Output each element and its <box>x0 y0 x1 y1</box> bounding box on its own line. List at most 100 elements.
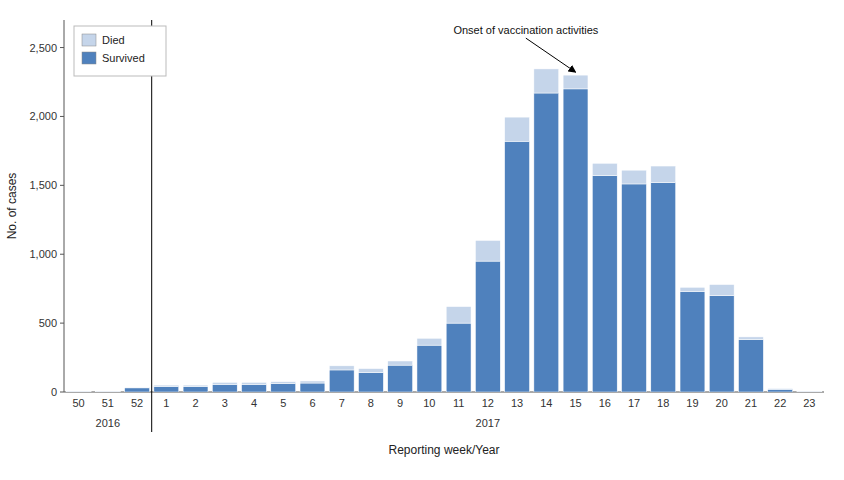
y-tick <box>60 323 64 324</box>
y-tick <box>60 185 64 186</box>
year-label: 2017 <box>476 417 500 429</box>
x-tick-label: 14 <box>540 397 552 409</box>
y-tick <box>60 254 64 255</box>
y-tick-label: 2,500 <box>29 42 57 54</box>
bar-segment <box>125 387 150 389</box>
x-tick-label: 23 <box>803 397 815 409</box>
y-axis-line <box>64 20 65 392</box>
bar-segment <box>446 323 471 392</box>
bar-segment <box>651 166 676 183</box>
x-tick-label: 50 <box>72 397 84 409</box>
bars <box>66 69 822 392</box>
bar-segment <box>183 385 208 386</box>
x-tick-label: 5 <box>280 397 286 409</box>
bar-segment <box>446 307 471 324</box>
x-tick-label: 20 <box>716 397 728 409</box>
bar-segment <box>739 337 764 340</box>
bar-segment <box>534 93 559 392</box>
bar-segment <box>271 384 296 392</box>
bar-segment <box>212 382 237 384</box>
x-tick-label: 15 <box>569 397 581 409</box>
x-tick-label: 7 <box>339 397 345 409</box>
y-tick-label: 1,000 <box>29 248 57 260</box>
bar-segment <box>417 345 442 392</box>
bar-segment <box>183 386 208 392</box>
bar-segment <box>592 176 617 392</box>
bar-segment <box>797 391 822 392</box>
bar-segment <box>388 361 413 365</box>
bar-segment <box>212 384 237 392</box>
chart: 05001,0001,5002,0002,5005051521234567891… <box>0 0 844 480</box>
x-tick-label: 4 <box>251 397 257 409</box>
bar-segment <box>475 261 500 392</box>
bar-segment <box>505 141 530 392</box>
bar-segment <box>300 383 325 392</box>
bar-segment <box>154 386 179 392</box>
x-tick-label: 13 <box>511 397 523 409</box>
legend-swatch <box>82 52 96 64</box>
y-tick <box>60 116 64 117</box>
bar-segment <box>242 384 267 392</box>
y-axis-label: No. of cases <box>5 173 19 240</box>
legend: Died Survived <box>74 26 166 76</box>
x-tick-label: 2 <box>192 397 198 409</box>
bar-segment <box>417 338 442 345</box>
bar-segment <box>125 388 150 392</box>
bar-segment <box>388 365 413 392</box>
x-axis-label: Reporting week/Year <box>389 443 500 457</box>
bar-segment <box>622 170 647 184</box>
x-tick-label: 9 <box>397 397 403 409</box>
bar-segment <box>563 89 588 392</box>
bar-segment <box>680 291 705 392</box>
bar-segment <box>709 285 734 296</box>
x-tick-label: 18 <box>657 397 669 409</box>
annotation: Onset of vaccination activities <box>453 24 598 36</box>
bar-segment <box>95 391 120 392</box>
y-tick-label: 2,000 <box>29 110 57 122</box>
bar-segment <box>242 382 267 384</box>
x-tick-label: 12 <box>482 397 494 409</box>
bar-segment <box>66 391 91 392</box>
x-tick-label: 22 <box>774 397 786 409</box>
bar-segment <box>329 370 354 392</box>
legend-swatch <box>82 34 96 46</box>
bar-segment <box>797 391 822 392</box>
year-label: 2016 <box>96 417 120 429</box>
x-tick-label: 16 <box>599 397 611 409</box>
bar-segment <box>622 184 647 392</box>
bar-segment <box>505 117 530 141</box>
year-divider <box>151 20 152 432</box>
legend-label: Survived <box>102 52 145 64</box>
bar-segment <box>66 391 91 392</box>
bar-segment <box>563 75 588 89</box>
bar-segment <box>329 366 354 370</box>
y-tick-label: 1,500 <box>29 179 57 191</box>
bar-segment <box>534 69 559 93</box>
y-tick <box>60 47 64 48</box>
bar-segment <box>271 382 296 384</box>
bar-segment <box>154 385 179 386</box>
y-tick <box>60 392 64 393</box>
x-tick-label: 3 <box>222 397 228 409</box>
x-tick-label: 19 <box>686 397 698 409</box>
bar-segment <box>739 340 764 392</box>
x-tick-label: 10 <box>423 397 435 409</box>
legend-label: Died <box>102 34 125 46</box>
x-tick-label: 17 <box>628 397 640 409</box>
bar-segment <box>709 296 734 392</box>
bar-segment <box>680 287 705 291</box>
bar-segment <box>300 381 325 383</box>
bar-segment <box>95 391 120 392</box>
bar-segment <box>359 369 384 373</box>
bar-segment <box>359 373 384 392</box>
bar-segment <box>592 163 617 175</box>
y-tick-label: 500 <box>39 317 57 329</box>
bar-segment <box>768 389 793 392</box>
bar-segment <box>651 183 676 392</box>
x-tick-label: 6 <box>309 397 315 409</box>
annotation-arrow <box>526 38 576 72</box>
x-tick-label: 11 <box>453 397 464 409</box>
x-tick-label: 52 <box>131 397 143 409</box>
bar-segment <box>475 240 500 261</box>
x-tick-label: 21 <box>745 397 757 409</box>
